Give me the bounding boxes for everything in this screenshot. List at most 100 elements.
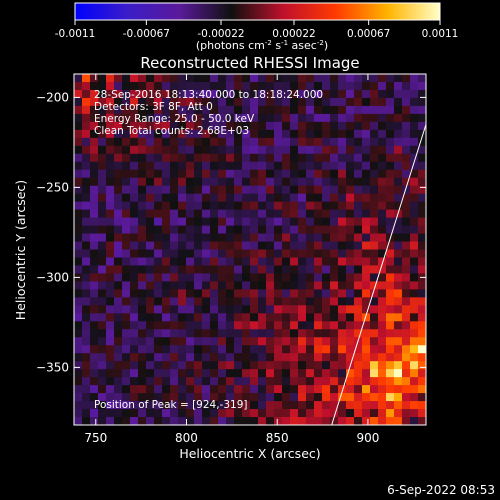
heatmap-pixel [418,377,426,386]
heatmap-pixel [306,81,315,91]
heatmap-pixel [330,129,339,139]
heatmap-pixel [274,401,283,410]
heatmap-pixel [402,145,411,155]
colorbar-units: (photons cm-2 s-1 asec-2) [196,39,328,52]
heatmap-pixel [122,217,131,227]
heatmap-pixel [122,401,131,410]
heatmap-pixel [338,353,347,362]
heatmap-pixel [234,201,243,211]
heatmap-pixel [186,337,195,346]
heatmap-pixel [234,129,243,139]
heatmap-pixel [194,353,203,362]
heatmap-pixel [378,289,387,298]
heatmap-pixel [402,345,411,354]
heatmap-pixel [322,257,331,267]
heatmap-pixel [338,185,347,195]
heatmap-pixel [418,321,426,330]
heatmap-pixel [330,361,339,370]
heatmap-pixel [346,281,355,290]
heatmap-pixel [82,281,91,290]
heatmap-pixel [418,265,426,275]
heatmap-pixel [218,169,227,179]
heatmap-pixel [202,121,211,131]
heatmap-pixel [402,177,411,187]
heatmap-pixel [290,169,299,179]
heatmap-pixel [298,273,307,283]
heatmap-pixel [226,121,235,131]
heatmap-pixel [362,321,371,330]
heatmap-pixel [242,74,251,83]
heatmap-pixel [314,169,323,179]
heatmap-pixel [162,81,171,91]
y-axis-label: Heliocentric Y (arcsec) [13,180,28,320]
heatmap-pixel [218,337,227,346]
heatmap-pixel [74,369,83,378]
heatmap-pixel [210,409,219,418]
heatmap-pixel [402,89,411,99]
heatmap-pixel [418,193,426,203]
heatmap-pixel [298,337,307,346]
heatmap-pixel [338,145,347,155]
heatmap-pixel [282,153,291,163]
heatmap-pixel [258,353,267,362]
heatmap-pixel [74,153,83,163]
heatmap-pixel [410,297,419,306]
heatmap-pixel [226,74,235,83]
heatmap-pixel [90,321,99,330]
heatmap-pixel [314,377,323,386]
heatmap-pixel [122,393,131,402]
heatmap-pixel [202,137,211,147]
heatmap-pixel [170,289,179,298]
heatmap-pixel [226,337,235,346]
heatmap-pixel [162,289,171,298]
heatmap-pixel [146,233,155,243]
heatmap-pixel [122,377,131,386]
heatmap-pixel [338,361,347,370]
heatmap-pixel [210,297,219,306]
heatmap-pixel [346,153,355,163]
heatmap-pixel [82,105,91,115]
heatmap-pixel [330,337,339,346]
heatmap-pixel [314,249,323,259]
heatmap-pixel [378,361,387,370]
heatmap-pixel [114,377,123,386]
heatmap-pixel [170,201,179,211]
heatmap-pixel [170,233,179,243]
heatmap-pixel [106,169,115,179]
heatmap-pixel [394,417,403,425]
heatmap-pixel [98,417,107,425]
heatmap-pixel [290,225,299,235]
heatmap-pixel [402,97,411,107]
heatmap-pixel [210,209,219,219]
heatmap-pixel [250,225,259,235]
heatmap-pixel [338,257,347,267]
heatmap-pixel [362,393,371,402]
heatmap-pixel [130,361,139,370]
heatmap-pixel [186,265,195,275]
heatmap-pixel [98,113,107,123]
heatmap-pixel [322,161,331,171]
heatmap-pixel [250,377,259,386]
heatmap-pixel [274,217,283,227]
heatmap-pixel [170,145,179,155]
heatmap-pixel [346,297,355,306]
heatmap-pixel [306,305,315,314]
heatmap-pixel [306,337,315,346]
heatmap-pixel [98,145,107,155]
heatmap-pixel [202,297,211,306]
heatmap-pixel [90,225,99,235]
heatmap-pixel [418,369,426,378]
heatmap-pixel [322,281,331,290]
heatmap-pixel [218,385,227,394]
heatmap-pixel [394,305,403,314]
heatmap-pixel [82,297,91,306]
heatmap-pixel [82,249,91,259]
heatmap-pixel [418,129,426,139]
heatmap-pixel [170,161,179,171]
heatmap-pixel [186,121,195,131]
heatmap-pixel [74,321,83,330]
heatmap-pixel [74,257,83,267]
heatmap-pixel [346,225,355,235]
heatmap-pixel [346,89,355,99]
heatmap-pixel [282,377,291,386]
